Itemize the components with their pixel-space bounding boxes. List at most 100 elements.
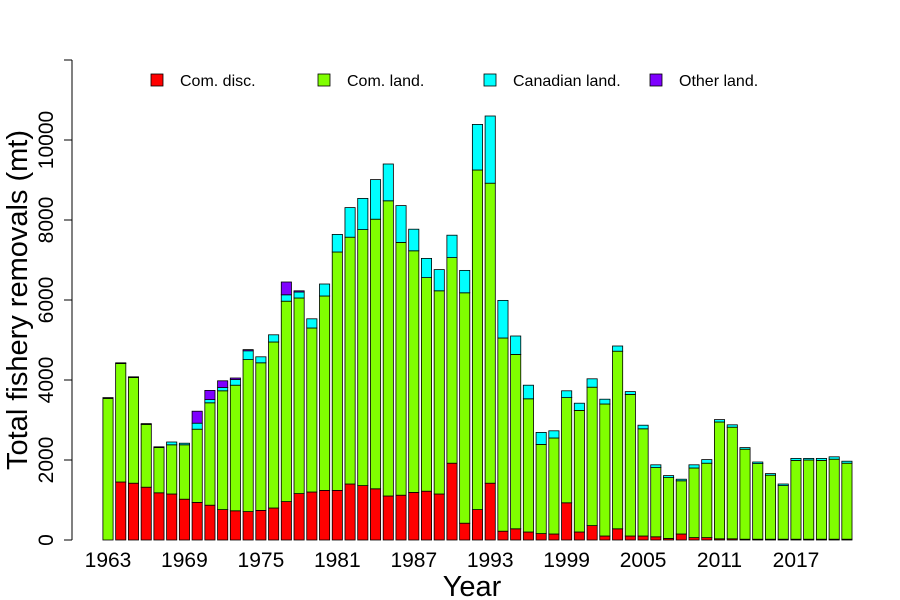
bar-2020-series-1 <box>828 458 840 540</box>
bar-1990-series-1 <box>446 257 458 464</box>
bar-1989-series-2 <box>433 269 445 292</box>
y-axis: 0 2000 4000 6000 8000 10000 <box>35 59 73 546</box>
bar-1968-series-2 <box>166 441 178 446</box>
bar-1997-series-2 <box>535 431 547 445</box>
bar-1968-series-1 <box>166 444 178 495</box>
bar-2018-series-1 <box>803 459 815 540</box>
bar-1982-series-0 <box>344 483 356 541</box>
bar-1991-series-0 <box>459 522 471 541</box>
legend-label: Com. disc. <box>180 73 256 90</box>
bar-2021-series-1 <box>841 462 853 540</box>
bar-1974-series-0 <box>242 511 254 541</box>
bar-1970-series-1 <box>191 428 203 503</box>
bar-1971-series-2 <box>204 399 216 404</box>
bar-1979-series-1 <box>306 327 318 493</box>
bar-1978-series-1 <box>293 297 305 495</box>
bar-1981-series-0 <box>331 489 343 541</box>
bar-1972-series-2 <box>217 387 229 392</box>
bar-1981-series-1 <box>331 251 343 491</box>
bar-2007-series-2 <box>663 475 675 479</box>
bar-1972-series-3 <box>217 380 229 388</box>
bar-1995-series-2 <box>510 335 522 355</box>
bar-2006-series-0 <box>650 536 662 541</box>
bar-1963-series-1 <box>102 397 114 541</box>
bar-2003-series-0 <box>612 528 624 541</box>
y-tick-label: 2000 <box>35 437 58 484</box>
bar-1988-series-1 <box>420 277 432 492</box>
bar-2016-series-1 <box>777 485 789 540</box>
bar-2004-series-1 <box>624 393 636 537</box>
bar-1983-series-1 <box>357 229 369 487</box>
bar-2016-series-2 <box>777 483 789 487</box>
x-tick-label: 1993 <box>467 549 514 572</box>
bar-1984-series-1 <box>370 218 382 490</box>
x-tick-label: 1969 <box>161 549 208 572</box>
bar-1982-series-2 <box>344 207 356 238</box>
bar-2005-series-2 <box>637 424 649 430</box>
bar-1992-series-0 <box>471 509 483 541</box>
bar-1966-series-0 <box>140 486 152 541</box>
y-tick-label: 0 <box>35 534 58 546</box>
bar-1983-series-2 <box>357 197 369 230</box>
bar-1994-series-2 <box>497 299 509 339</box>
bar-1971-series-3 <box>204 389 216 400</box>
bar-1987-series-2 <box>408 228 420 252</box>
bar-1984-series-0 <box>370 488 382 541</box>
bar-1987-series-0 <box>408 491 420 541</box>
x-tick-label: 2005 <box>620 549 667 572</box>
bar-1985-series-2 <box>382 163 394 202</box>
bar-1970-series-0 <box>191 501 203 541</box>
bar-2008-series-1 <box>675 480 687 535</box>
bar-1975-series-0 <box>255 509 267 541</box>
bar-1985-series-0 <box>382 495 394 541</box>
x-tick-label: 1975 <box>238 549 285 572</box>
bar-1970-series-3 <box>191 410 203 424</box>
bar-2009-series-1 <box>688 467 700 538</box>
legend-label: Other land. <box>679 73 758 90</box>
bar-1989-series-0 <box>433 493 445 541</box>
bar-1975-series-2 <box>255 356 267 364</box>
bar-1967-series-2 <box>153 446 165 448</box>
bar-1969-series-1 <box>178 444 190 500</box>
bar-1988-series-0 <box>420 490 432 541</box>
y-tick-label: 8000 <box>35 197 58 244</box>
x-tick-label: 1999 <box>543 549 590 572</box>
bar-2011-series-2 <box>714 419 726 423</box>
bar-1969-series-0 <box>178 498 190 541</box>
bar-1976-series-2 <box>268 334 280 343</box>
bar-1993-series-0 <box>484 482 496 541</box>
bar-1985-series-1 <box>382 200 394 497</box>
bar-2010-series-1 <box>701 462 713 539</box>
x-tick-label: 2011 <box>697 549 742 572</box>
legend-item: Other land. <box>649 73 758 90</box>
bar-1987-series-1 <box>408 250 420 493</box>
bar-1973-series-2 <box>229 379 241 386</box>
bar-2003-series-1 <box>612 350 624 530</box>
bar-1968-series-0 <box>166 493 178 541</box>
y-axis-title: Total fishery removals (mt) <box>2 130 34 470</box>
bar-1998-series-0 <box>548 533 560 541</box>
bar-1990-series-2 <box>446 234 458 258</box>
bar-1977-series-2 <box>280 294 292 302</box>
legend-label: Canadian land. <box>513 73 621 90</box>
bar-1973-series-1 <box>229 384 241 512</box>
bar-1973-series-0 <box>229 510 241 541</box>
bar-2003-series-2 <box>612 345 624 352</box>
bar-1964-series-0 <box>115 481 127 541</box>
bar-1993-series-2 <box>484 115 496 184</box>
bar-1977-series-0 <box>280 501 292 541</box>
bar-1966-series-1 <box>140 423 152 488</box>
bar-1990-series-0 <box>446 462 458 541</box>
bar-1963-series-2 <box>102 397 114 399</box>
bar-2021-series-2 <box>841 460 853 464</box>
bar-2002-series-2 <box>599 398 611 405</box>
bar-2004-series-2 <box>624 391 636 395</box>
bar-1979-series-0 <box>306 491 318 541</box>
bar-1979-series-2 <box>306 318 318 329</box>
legend-item: Com. land. <box>317 73 424 90</box>
bar-2009-series-2 <box>688 464 700 469</box>
bar-1967-series-0 <box>153 492 165 541</box>
bar-2002-series-1 <box>599 403 611 537</box>
bar-1971-series-1 <box>204 402 216 506</box>
bar-1967-series-1 <box>153 447 165 494</box>
